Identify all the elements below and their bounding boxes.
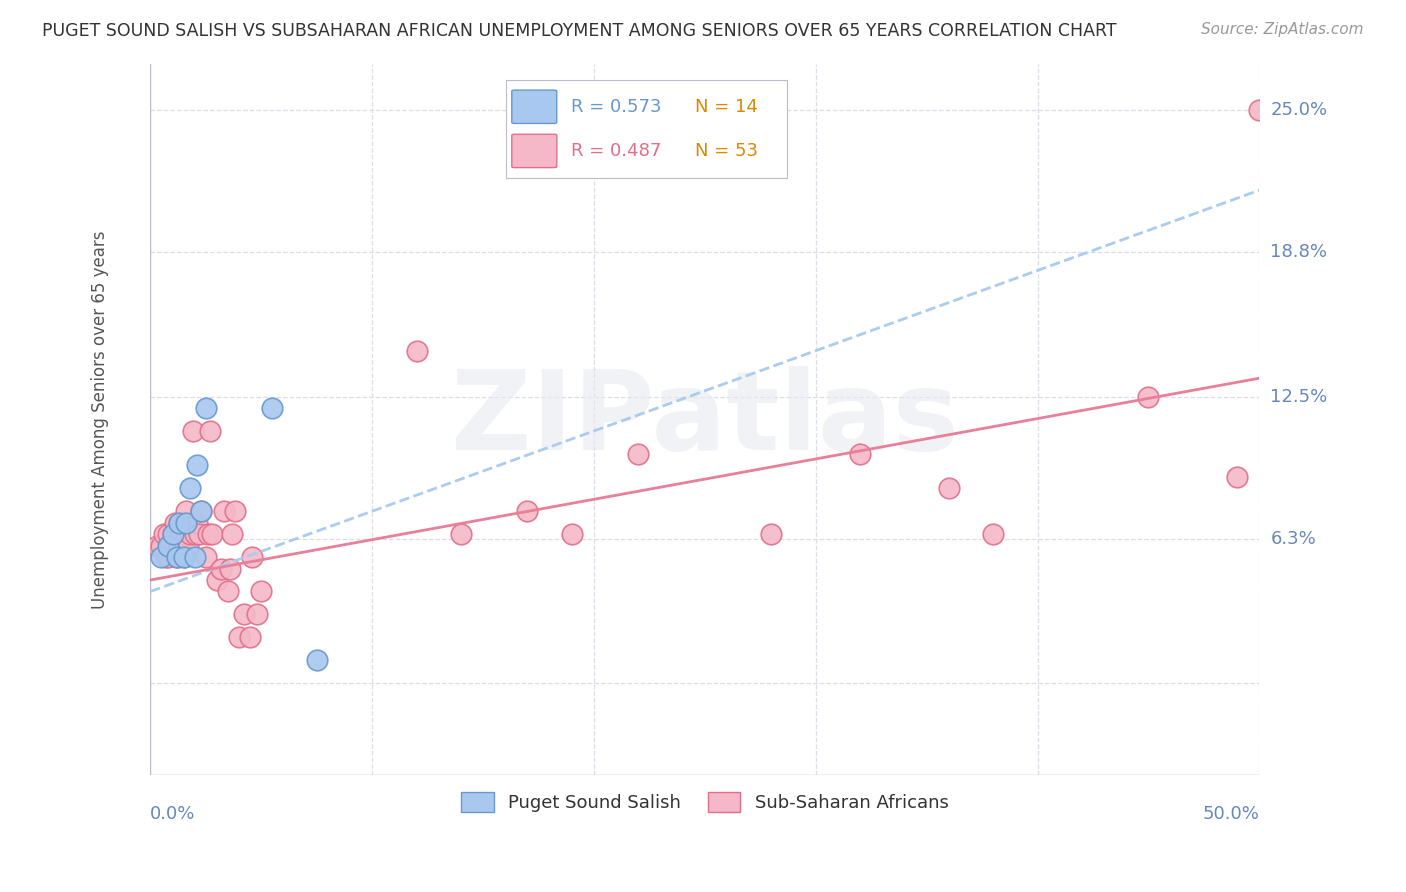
Point xyxy=(163,516,186,530)
Point xyxy=(157,527,180,541)
Text: R = 0.487: R = 0.487 xyxy=(571,142,661,160)
Point xyxy=(221,527,243,541)
Point xyxy=(159,539,181,553)
Legend: Puget Sound Salish, Sub-Saharan Africans: Puget Sound Salish, Sub-Saharan Africans xyxy=(454,785,956,819)
Point xyxy=(228,631,250,645)
Point xyxy=(1137,390,1160,404)
Point xyxy=(190,504,212,518)
Point xyxy=(224,504,246,518)
Point xyxy=(212,504,235,518)
Point xyxy=(305,653,328,667)
Point xyxy=(150,539,173,553)
Point xyxy=(174,516,197,530)
Point xyxy=(232,607,254,622)
Text: 25.0%: 25.0% xyxy=(1271,101,1327,119)
Point xyxy=(166,550,188,565)
Point xyxy=(194,550,217,565)
Text: 0.0%: 0.0% xyxy=(150,805,195,823)
Point xyxy=(162,527,184,541)
Point xyxy=(188,527,211,541)
Point xyxy=(179,527,201,541)
Point xyxy=(201,527,224,541)
Point xyxy=(246,607,269,622)
Point xyxy=(200,424,222,438)
Point xyxy=(157,539,180,553)
Point xyxy=(157,550,180,565)
Text: 12.5%: 12.5% xyxy=(1271,387,1327,406)
Point xyxy=(179,481,201,495)
Point xyxy=(262,401,284,415)
Point xyxy=(170,527,193,541)
Point xyxy=(173,516,195,530)
Point xyxy=(1226,470,1249,484)
Text: N = 53: N = 53 xyxy=(695,142,758,160)
Point xyxy=(205,573,228,587)
Text: 50.0%: 50.0% xyxy=(1202,805,1260,823)
Point xyxy=(516,504,538,518)
Point xyxy=(155,550,177,565)
Point xyxy=(146,539,169,553)
FancyBboxPatch shape xyxy=(512,90,557,123)
Point xyxy=(239,631,262,645)
Point xyxy=(166,550,188,565)
Point xyxy=(174,527,197,541)
Text: R = 0.573: R = 0.573 xyxy=(571,98,661,116)
Point xyxy=(183,527,205,541)
Point xyxy=(761,527,783,541)
Point xyxy=(194,401,217,415)
Point xyxy=(167,539,190,553)
Point xyxy=(183,550,205,565)
Point xyxy=(981,527,1004,541)
FancyBboxPatch shape xyxy=(512,134,557,168)
Text: Source: ZipAtlas.com: Source: ZipAtlas.com xyxy=(1201,22,1364,37)
Point xyxy=(1249,103,1271,117)
Point xyxy=(938,481,960,495)
Point xyxy=(173,550,195,565)
Point xyxy=(450,527,472,541)
Point xyxy=(190,504,212,518)
Point xyxy=(167,516,190,530)
Point xyxy=(250,584,273,599)
Point xyxy=(217,584,239,599)
Point xyxy=(627,447,650,461)
Text: PUGET SOUND SALISH VS SUBSAHARAN AFRICAN UNEMPLOYMENT AMONG SENIORS OVER 65 YEAR: PUGET SOUND SALISH VS SUBSAHARAN AFRICAN… xyxy=(42,22,1116,40)
Point xyxy=(173,550,195,565)
Text: ZIPatlas: ZIPatlas xyxy=(451,366,959,473)
Point xyxy=(849,447,872,461)
Point xyxy=(405,343,427,358)
Text: 6.3%: 6.3% xyxy=(1271,530,1316,548)
Point xyxy=(219,561,242,575)
Point xyxy=(152,527,174,541)
Point xyxy=(186,458,208,473)
Text: 18.8%: 18.8% xyxy=(1271,244,1327,261)
Text: N = 14: N = 14 xyxy=(695,98,758,116)
Point xyxy=(186,516,208,530)
Point xyxy=(150,550,173,565)
Point xyxy=(561,527,583,541)
Point xyxy=(181,424,204,438)
Point xyxy=(174,504,197,518)
Point xyxy=(197,527,219,541)
Point xyxy=(209,561,232,575)
Point xyxy=(167,516,190,530)
Point xyxy=(242,550,264,565)
Point xyxy=(162,527,184,541)
Text: Unemployment Among Seniors over 65 years: Unemployment Among Seniors over 65 years xyxy=(91,230,110,608)
Point xyxy=(177,539,200,553)
